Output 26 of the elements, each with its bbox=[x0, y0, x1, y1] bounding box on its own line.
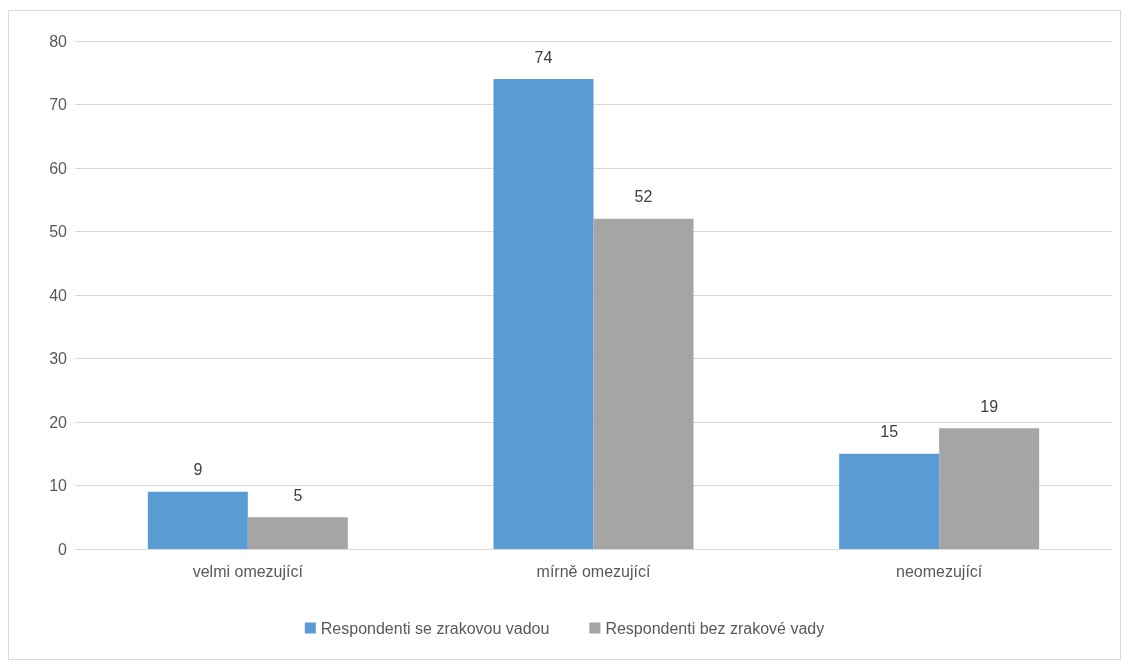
y-tick-label: 70 bbox=[49, 96, 68, 113]
data-label: 5 bbox=[293, 486, 303, 504]
x-tick-label: mírně omezující bbox=[536, 562, 651, 580]
y-tick-label: 40 bbox=[49, 286, 68, 304]
y-tick-label: 30 bbox=[49, 350, 68, 367]
y-tick-label: 80 bbox=[49, 32, 68, 50]
data-label: 52 bbox=[634, 188, 653, 206]
data-label: 74 bbox=[534, 48, 553, 66]
y-tick-label: 50 bbox=[49, 223, 68, 240]
bar bbox=[493, 79, 594, 549]
x-tick-label: neomezující bbox=[896, 562, 983, 580]
legend-label: Respondenti se zrakovou vadou bbox=[320, 619, 550, 637]
y-tick-label: 20 bbox=[49, 413, 68, 431]
bar bbox=[593, 218, 694, 549]
x-tick-label: velmi omezující bbox=[192, 562, 304, 580]
data-label: 15 bbox=[880, 423, 899, 441]
y-tick-label: 10 bbox=[49, 477, 68, 494]
legend-label: Respondenti bez zrakové vady bbox=[605, 619, 825, 637]
y-tick-label: 0 bbox=[58, 540, 68, 558]
y-tick-label: 60 bbox=[49, 159, 68, 177]
data-label: 19 bbox=[980, 397, 999, 415]
bar bbox=[939, 428, 1040, 549]
bar bbox=[247, 517, 348, 549]
data-label: 9 bbox=[193, 461, 203, 479]
bar bbox=[147, 491, 248, 549]
bar bbox=[839, 453, 940, 549]
